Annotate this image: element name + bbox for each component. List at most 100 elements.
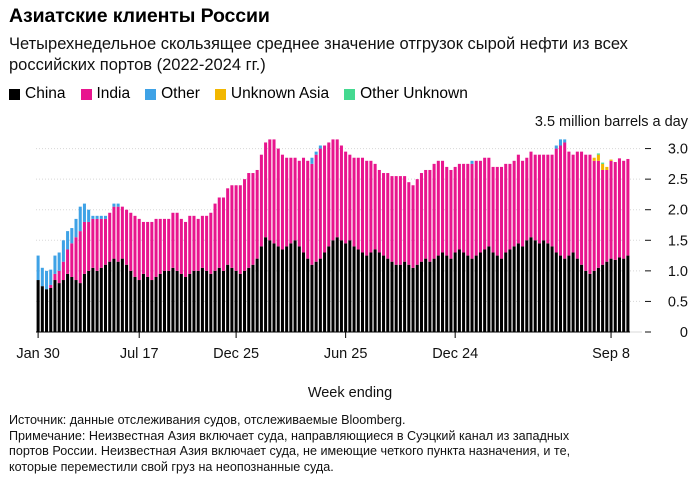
bar-india-18 [112, 206, 116, 259]
bar-india-104 [474, 160, 478, 256]
bar-other-1 [40, 267, 44, 287]
bar-china-40 [205, 270, 209, 332]
bar-other-2 [45, 270, 49, 290]
bar-china-79 [369, 252, 373, 332]
bar-china-54 [264, 237, 268, 332]
bar-india-3 [49, 284, 53, 288]
bar-china-127 [571, 252, 575, 332]
bar-india-9 [74, 237, 78, 281]
bar-china-106 [483, 249, 487, 332]
bar-china-76 [356, 249, 360, 332]
bar-other-19 [116, 203, 120, 207]
bar-china-65 [310, 264, 314, 332]
bar-china-129 [580, 264, 584, 332]
bar-india-33 [175, 212, 179, 271]
bar-china-18 [112, 258, 116, 332]
bar-india-93 [428, 169, 432, 262]
bar-china-39 [200, 267, 204, 332]
legend-item-other: Other [145, 85, 200, 103]
bar-india-53 [259, 154, 263, 247]
bar-china-7 [66, 273, 70, 332]
bar-india-136 [609, 160, 613, 259]
bar-china-134 [601, 264, 605, 332]
y-tick-label-6: 3.0 [668, 142, 688, 158]
bar-india-122 [550, 154, 554, 247]
bar-china-70 [331, 240, 335, 332]
bar-china-108 [491, 252, 495, 332]
bar-china-95 [436, 255, 440, 332]
bar-china-62 [297, 246, 301, 332]
bar-other-124 [558, 139, 562, 146]
bar-india-7 [66, 249, 70, 274]
bar-china-46 [230, 267, 234, 332]
bar-india-99 [453, 166, 457, 253]
bar-india-13 [91, 218, 95, 268]
bar-india-96 [441, 160, 445, 253]
bar-other-8 [70, 228, 74, 244]
bar-india-80 [373, 163, 377, 250]
bar-india-25 [141, 221, 145, 274]
bar-other-unknown-133 [596, 153, 600, 155]
bar-china-12 [87, 270, 91, 332]
bar-china-118 [533, 240, 537, 332]
bar-china-83 [386, 258, 390, 332]
bar-china-103 [470, 258, 474, 332]
stacked-bar-chart: 0 0.5 1.0 1.5 2.0 2.5 3.0 3.5 million barrels a… [16, 114, 688, 401]
bar-india-26 [146, 221, 150, 277]
bar-china-48 [238, 273, 242, 332]
bar-india-133 [596, 160, 600, 268]
bar-china-24 [137, 280, 141, 332]
bar-china-31 [167, 270, 171, 332]
bar-other-13 [91, 215, 95, 219]
bar-china-87 [403, 261, 407, 332]
bar-india-54 [264, 142, 268, 238]
bar-india-68 [323, 145, 327, 253]
bar-china-139 [622, 258, 626, 332]
bar-china-44 [221, 270, 225, 332]
bar-india-83 [386, 173, 390, 259]
bar-india-131 [588, 154, 592, 274]
bar-india-52 [255, 169, 259, 259]
legend-label-unknown-asia: Unknown Asia [230, 85, 330, 102]
legend-item-unknown-asia: Unknown Asia [214, 85, 330, 103]
bar-india-121 [546, 154, 550, 244]
bar-india-22 [129, 212, 133, 271]
bar-unknown-asia-135 [605, 166, 609, 170]
bar-china-119 [537, 243, 541, 332]
bar-other-14 [95, 215, 99, 219]
bar-india-27 [150, 221, 154, 281]
bar-china-104 [474, 255, 478, 332]
bar-china-117 [529, 237, 533, 332]
bar-india-40 [205, 215, 209, 271]
bar-india-15 [99, 218, 103, 268]
bar-unknown-asia-133 [596, 154, 600, 161]
bar-india-46 [230, 185, 234, 268]
bar-other-66 [314, 151, 318, 155]
bar-india-51 [251, 173, 255, 265]
x-tick-label-4: Dec 24 [432, 346, 478, 362]
bar-india-74 [348, 154, 352, 241]
bar-china-37 [192, 270, 196, 332]
bar-india-84 [390, 176, 394, 262]
bar-india-69 [327, 142, 331, 247]
bar-china-43 [217, 267, 221, 332]
bar-india-127 [571, 154, 575, 253]
note-line-3: которые переместили свой груз на неопозн… [9, 459, 334, 474]
bar-india-28 [154, 218, 158, 277]
bar-china-126 [567, 255, 571, 332]
bar-india-57 [276, 148, 280, 247]
bar-india-106 [483, 157, 487, 250]
bar-china-66 [314, 261, 318, 332]
bar-china-26 [146, 276, 150, 332]
bar-china-25 [141, 273, 145, 332]
bar-china-58 [280, 249, 284, 332]
bar-india-62 [297, 160, 301, 247]
bar-india-70 [331, 139, 335, 241]
bar-china-100 [457, 249, 461, 332]
bar-china-67 [318, 258, 322, 332]
bar-china-124 [558, 255, 562, 332]
bar-unknown-asia-136 [609, 159, 613, 161]
bar-china-53 [259, 246, 263, 332]
bar-other-7 [66, 231, 70, 250]
bar-india-10 [78, 231, 82, 284]
